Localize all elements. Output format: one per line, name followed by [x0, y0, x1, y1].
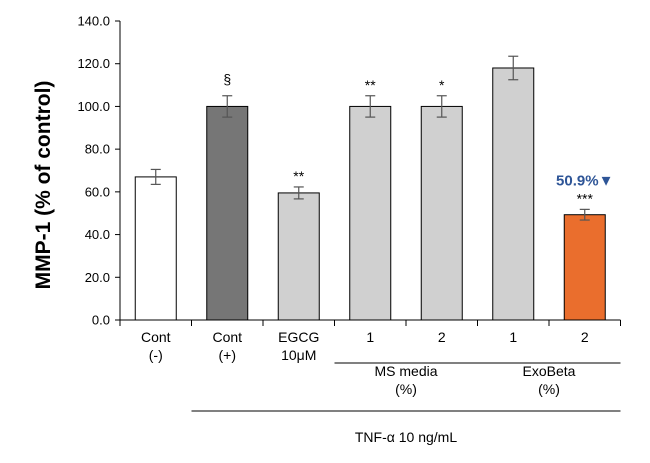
reduction-callout: 50.9%▼	[556, 172, 613, 189]
bar	[563, 214, 606, 321]
bar	[420, 105, 463, 321]
category-label: 1	[509, 329, 517, 345]
significance-marker: ***	[577, 190, 594, 206]
category-label: 2	[438, 329, 446, 345]
bar	[492, 67, 535, 321]
bars-layer	[134, 55, 606, 321]
significance-marker: §	[223, 71, 231, 87]
y-axis-label: MMP-1 (% of control)	[32, 81, 55, 290]
significance-marker: **	[365, 77, 376, 93]
category-label: Cont	[141, 329, 171, 345]
group-label: (%)	[395, 381, 417, 397]
labels-layer: 0.0 20.0 40.0 60.0 80.0 100.0 120.0 140.0 Cont (-…	[77, 14, 613, 446]
y-tick-label: 100.0	[77, 99, 110, 114]
significance-marker: **	[293, 168, 304, 184]
y-tick-label: 40.0	[85, 227, 110, 242]
y-tick-label: 120.0	[77, 56, 110, 71]
category-label: (+)	[219, 347, 237, 363]
category-label: 10μM	[281, 347, 316, 363]
bar	[277, 192, 320, 321]
category-label: EGCG	[278, 329, 319, 345]
y-tick-label: 80.0	[85, 142, 110, 157]
bar	[134, 176, 177, 321]
category-label: Cont	[212, 329, 242, 345]
group-label: ExoBeta	[523, 363, 576, 379]
treatment-label: TNF-α 10 ng/mL	[355, 429, 457, 445]
category-label: 2	[581, 329, 589, 345]
y-tick-label: 0.0	[92, 313, 110, 328]
significance-marker: *	[439, 77, 445, 93]
y-tick-label: 20.0	[85, 270, 110, 285]
bar	[206, 105, 249, 321]
y-tick-label: 140.0	[77, 14, 110, 29]
group-label: (%)	[538, 381, 560, 397]
y-tick-label: 60.0	[85, 184, 110, 199]
category-label: (-)	[149, 347, 163, 363]
bar	[349, 105, 392, 321]
group-label: MS media	[374, 363, 437, 379]
category-label: 1	[366, 329, 374, 345]
